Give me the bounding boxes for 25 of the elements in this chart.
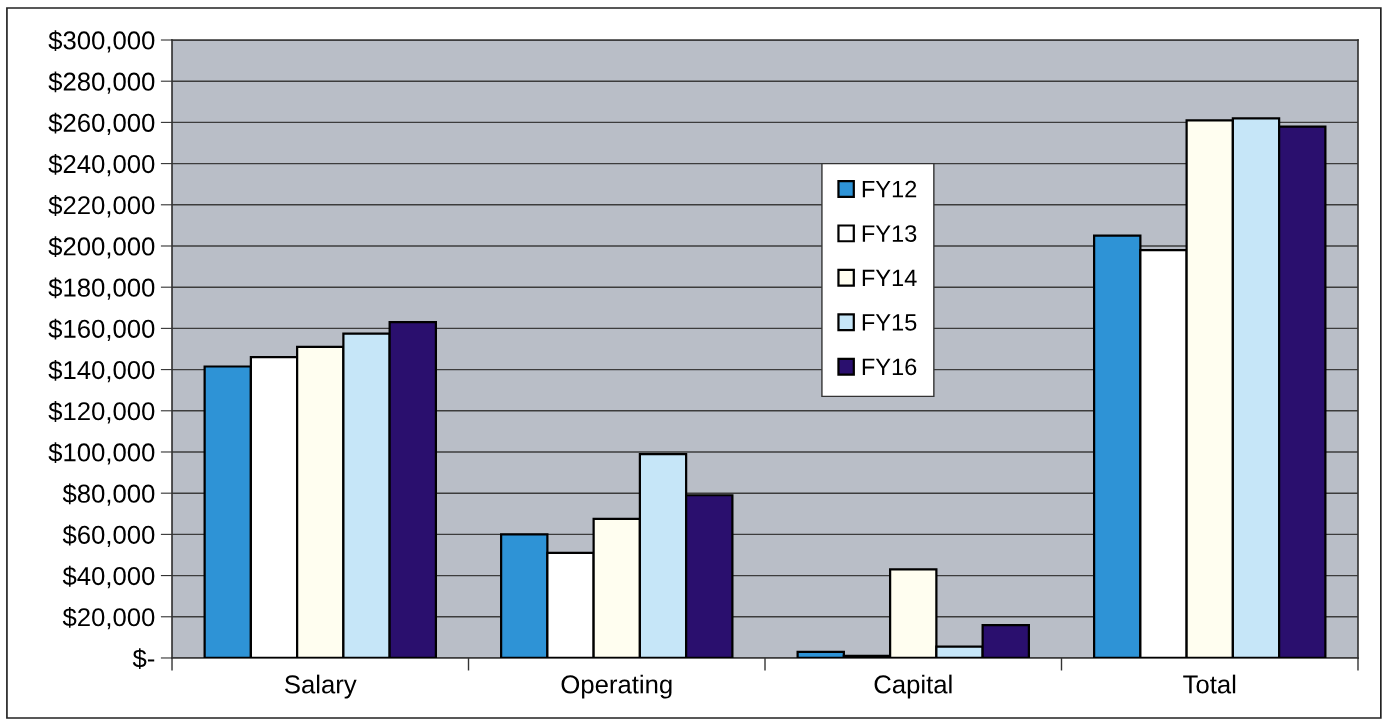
y-tick-label: $140,000 bbox=[48, 359, 155, 383]
legend-label: FY14 bbox=[862, 269, 917, 287]
y-tick-label: $200,000 bbox=[48, 236, 155, 259]
y-tick-label: $180,000 bbox=[48, 277, 155, 300]
legend-label: FY16 bbox=[862, 358, 917, 376]
y-tick-label: $80,000 bbox=[62, 483, 155, 506]
y-tick-label: $220,000 bbox=[48, 195, 155, 218]
y-tick-label: $- bbox=[132, 648, 155, 670]
x-tick-label: Operating bbox=[561, 674, 672, 699]
x-tick-label: Capital bbox=[874, 674, 952, 699]
y-tick-label: $100,000 bbox=[48, 442, 155, 465]
legend-label: FY13 bbox=[862, 225, 917, 242]
y-tick-label: $20,000 bbox=[62, 607, 155, 630]
y-tick-label: $240,000 bbox=[48, 153, 155, 177]
x-tick-label: Salary bbox=[285, 674, 357, 699]
y-tick-label: $260,000 bbox=[48, 112, 155, 135]
x-tick-label: Total bbox=[1183, 674, 1236, 694]
legend-label: FY15 bbox=[862, 314, 917, 331]
y-tick-label: $120,000 bbox=[48, 401, 155, 424]
legend-label: FY12 bbox=[862, 180, 917, 198]
y-tick-label: $300,000 bbox=[48, 30, 155, 53]
y-tick-label: $160,000 bbox=[48, 318, 155, 341]
y-tick-label: $40,000 bbox=[62, 565, 155, 589]
y-tick-label: $280,000 bbox=[48, 71, 155, 94]
y-tick-label: $60,000 bbox=[62, 524, 155, 547]
